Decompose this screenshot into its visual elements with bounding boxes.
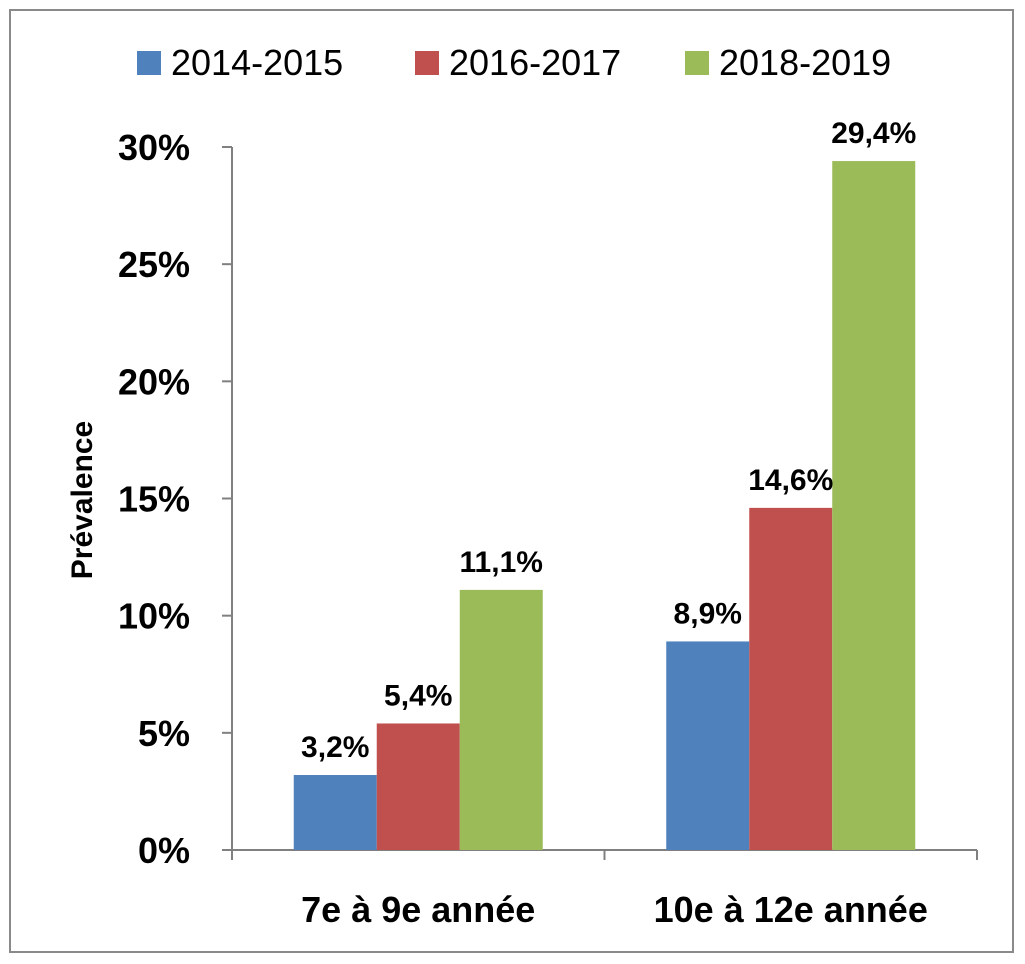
bar [666,641,750,850]
y-tick-label: 15% [118,479,190,520]
y-tick-label: 0% [138,830,190,871]
bars [293,161,916,850]
legend-label: 2016-2017 [449,42,621,83]
x-axis: 7e à 9e année 10e à 12e année [231,849,978,930]
bar [459,589,543,850]
y-axis-label: Prévalence [66,421,99,579]
y-tick-label: 5% [138,713,190,754]
legend-swatch [685,51,709,75]
data-label: 3,2% [301,731,369,764]
y-axis: 0% 5% 10% 15% 20% 25% 30% [118,127,233,871]
legend-label: 2014-2015 [171,42,343,83]
data-label: 8,9% [674,597,742,630]
data-label: 14,6% [748,464,833,497]
legend-swatch [137,51,161,75]
x-category-label: 10e à 12e année [654,889,928,930]
data-label: 29,4% [831,117,916,150]
legend: 2014-2015 2016-2017 2018-2019 [137,42,891,83]
bar [832,161,916,850]
data-label: 11,1% [460,546,543,579]
bar [749,507,833,850]
data-labels: 3,2% 5,4% 11,1% 8,9% 14,6% 29,4% [301,117,916,764]
y-tick-label: 25% [118,244,190,285]
bar [293,775,377,850]
bar [376,723,460,850]
data-label: 5,4% [384,679,452,712]
x-category-label: 7e à 9e année [301,889,535,930]
y-tick-label: 30% [118,127,190,168]
legend-label: 2018-2019 [719,42,891,83]
y-tick-label: 10% [118,596,190,637]
legend-swatch [415,51,439,75]
y-tick-label: 20% [118,361,190,402]
